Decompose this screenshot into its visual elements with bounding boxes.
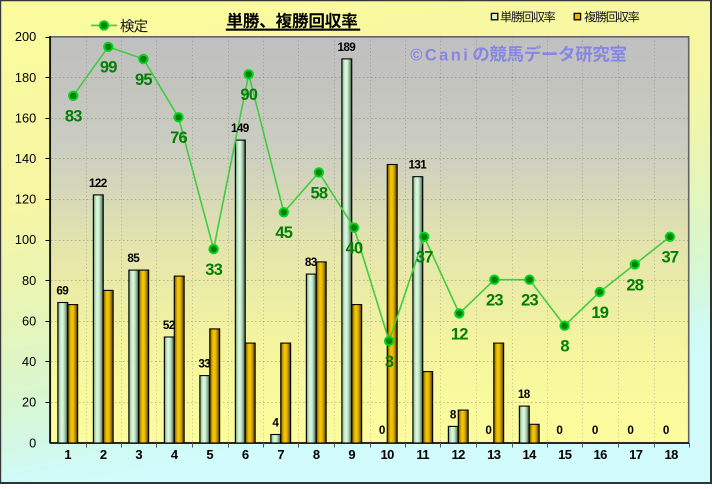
svg-text:100: 100: [15, 232, 36, 247]
svg-text:149: 149: [231, 122, 250, 135]
svg-text:122: 122: [89, 177, 108, 190]
svg-text:37: 37: [416, 249, 433, 267]
svg-text:4: 4: [171, 447, 179, 462]
svg-text:17: 17: [629, 447, 643, 462]
svg-text:9: 9: [348, 447, 355, 462]
svg-text:12: 12: [451, 447, 465, 462]
svg-text:85: 85: [127, 252, 140, 265]
svg-text:©Cani: ©Cani: [410, 46, 470, 64]
svg-text:45: 45: [275, 224, 292, 242]
svg-text:2: 2: [100, 447, 107, 462]
svg-text:52: 52: [163, 319, 176, 332]
svg-text:0: 0: [592, 424, 599, 437]
svg-text:12: 12: [451, 325, 468, 343]
svg-text:4: 4: [272, 417, 279, 430]
svg-text:28: 28: [626, 276, 643, 294]
svg-text:1: 1: [64, 447, 71, 462]
svg-text:11: 11: [416, 447, 429, 462]
svg-text:80: 80: [22, 273, 36, 288]
svg-text:6: 6: [242, 447, 249, 462]
svg-text:16: 16: [593, 447, 607, 462]
svg-text:3: 3: [385, 353, 394, 371]
svg-text:7: 7: [277, 447, 284, 462]
svg-text:40: 40: [22, 354, 36, 369]
svg-text:18: 18: [518, 388, 531, 401]
svg-text:20: 20: [22, 395, 36, 410]
svg-text:0: 0: [663, 424, 670, 437]
svg-text:33: 33: [205, 261, 222, 279]
svg-text:83: 83: [305, 256, 318, 269]
svg-text:0: 0: [485, 424, 492, 437]
svg-text:18: 18: [664, 447, 678, 462]
svg-text:120: 120: [15, 192, 36, 207]
svg-text:95: 95: [135, 71, 152, 89]
svg-text:3: 3: [135, 447, 142, 462]
svg-text:0: 0: [379, 424, 386, 437]
svg-text:37: 37: [662, 249, 679, 267]
svg-text:33: 33: [198, 358, 211, 371]
svg-text:131: 131: [408, 159, 427, 172]
svg-text:90: 90: [240, 86, 257, 104]
svg-text:5: 5: [206, 447, 213, 462]
svg-text:189: 189: [337, 41, 356, 54]
svg-text:76: 76: [170, 129, 187, 147]
svg-text:40: 40: [346, 240, 363, 258]
svg-text:60: 60: [22, 313, 36, 328]
svg-text:13: 13: [487, 447, 501, 462]
svg-text:69: 69: [56, 285, 69, 298]
svg-text:83: 83: [65, 108, 82, 126]
svg-text:23: 23: [521, 292, 538, 310]
svg-text:8: 8: [450, 408, 457, 421]
svg-text:200: 200: [15, 29, 36, 44]
svg-text:8: 8: [560, 338, 569, 356]
svg-text:0: 0: [627, 424, 634, 437]
svg-text:10: 10: [380, 447, 394, 462]
svg-text:58: 58: [311, 184, 328, 202]
svg-text:160: 160: [15, 110, 36, 125]
svg-text:0: 0: [29, 436, 36, 451]
svg-text:99: 99: [100, 59, 117, 77]
svg-text:180: 180: [15, 70, 36, 85]
svg-text:14: 14: [522, 447, 537, 462]
svg-text:19: 19: [591, 304, 608, 322]
svg-text:0: 0: [556, 424, 563, 437]
svg-text:15: 15: [558, 447, 572, 462]
svg-text:23: 23: [486, 292, 503, 310]
svg-text:140: 140: [15, 151, 36, 166]
svg-text:8: 8: [313, 447, 320, 462]
